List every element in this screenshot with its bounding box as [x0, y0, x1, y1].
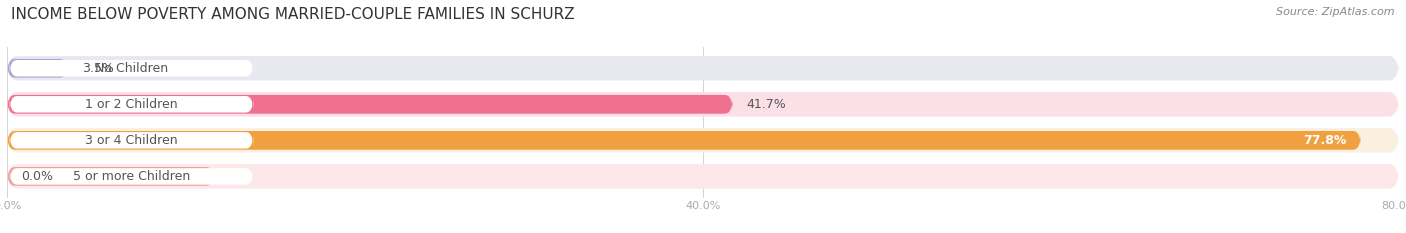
FancyBboxPatch shape: [7, 95, 733, 114]
Text: No Children: No Children: [94, 62, 167, 75]
FancyBboxPatch shape: [7, 128, 1399, 153]
FancyBboxPatch shape: [7, 56, 1399, 80]
Text: 5 or more Children: 5 or more Children: [73, 170, 190, 183]
Text: 1 or 2 Children: 1 or 2 Children: [86, 98, 177, 111]
FancyBboxPatch shape: [10, 96, 253, 113]
Text: 77.8%: 77.8%: [1303, 134, 1347, 147]
FancyBboxPatch shape: [7, 92, 1399, 116]
FancyBboxPatch shape: [7, 131, 1361, 150]
Text: Source: ZipAtlas.com: Source: ZipAtlas.com: [1277, 7, 1395, 17]
FancyBboxPatch shape: [7, 59, 67, 78]
FancyBboxPatch shape: [7, 167, 214, 186]
FancyBboxPatch shape: [10, 132, 253, 149]
Text: INCOME BELOW POVERTY AMONG MARRIED-COUPLE FAMILIES IN SCHURZ: INCOME BELOW POVERTY AMONG MARRIED-COUPL…: [11, 7, 575, 22]
Text: 3.5%: 3.5%: [82, 62, 114, 75]
FancyBboxPatch shape: [10, 60, 253, 76]
Text: 0.0%: 0.0%: [21, 170, 53, 183]
Text: 41.7%: 41.7%: [747, 98, 786, 111]
FancyBboxPatch shape: [7, 164, 1399, 189]
FancyBboxPatch shape: [10, 168, 253, 185]
Text: 3 or 4 Children: 3 or 4 Children: [86, 134, 177, 147]
